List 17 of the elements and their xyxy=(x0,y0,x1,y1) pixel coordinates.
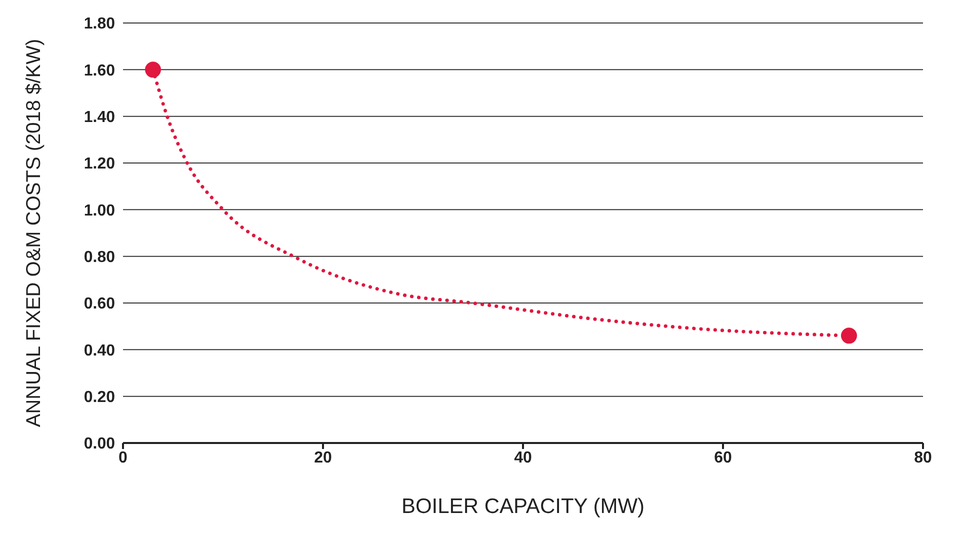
y-tick-label: 0.00 xyxy=(84,436,116,453)
x-tick-label: 20 xyxy=(314,449,332,466)
y-tick-label: 0.80 xyxy=(84,249,116,266)
x-axis-title: BOILER CAPACITY (MW) xyxy=(401,495,645,518)
y-tick-label: 1.20 xyxy=(84,156,116,173)
y-tick-label: 1.60 xyxy=(84,62,116,80)
y-tick-label: 1.00 xyxy=(84,202,116,220)
y-axis-title: ANNUAL FIXED O&M COSTS (2018 $/KW) xyxy=(23,38,46,428)
x-tick-label: 40 xyxy=(514,449,532,466)
x-tick-label: 0 xyxy=(118,449,128,466)
y-tick-label: 0.20 xyxy=(84,389,116,406)
y-tick-label: 1.80 xyxy=(84,16,116,33)
y-tick-label: 0.40 xyxy=(84,342,116,360)
y-tick-label: 0.60 xyxy=(84,296,116,313)
y-tick-label: 1.40 xyxy=(84,109,116,126)
x-tick-label: 60 xyxy=(714,449,732,466)
x-tick-label: 80 xyxy=(914,449,932,466)
